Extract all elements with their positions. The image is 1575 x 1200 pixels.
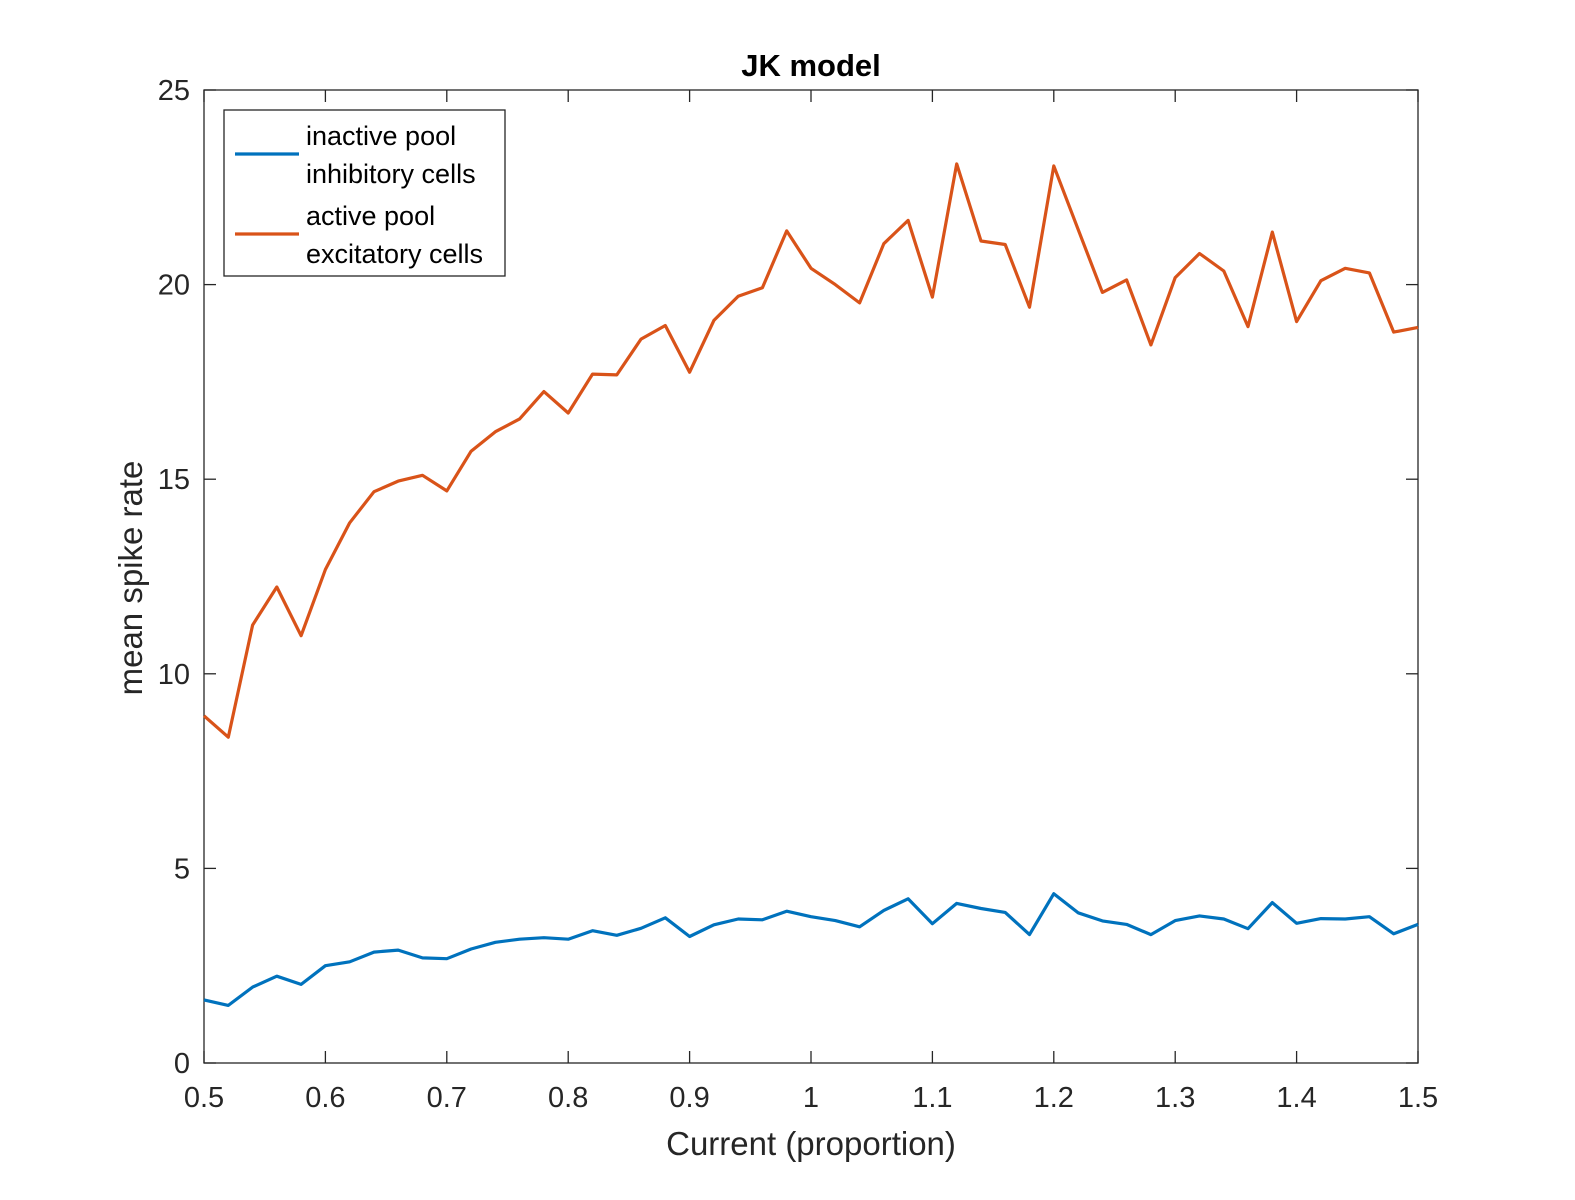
x-tick-label: 1.1 — [912, 1082, 952, 1114]
x-tick-label: 0.8 — [548, 1082, 588, 1114]
series-line-1 — [203, 892, 1419, 1008]
y-axis-label: mean spike rate — [112, 461, 149, 696]
x-tick-label: 1.4 — [1276, 1082, 1316, 1114]
legend-box — [223, 109, 506, 277]
y-tick-label: 0 — [174, 1048, 190, 1080]
x-tick-label: 1 — [803, 1082, 819, 1114]
y-tick-label: 25 — [158, 75, 190, 107]
x-tick-label: 1.3 — [1155, 1082, 1195, 1114]
legend-entry-2-line-2: excitatory cells — [306, 239, 483, 269]
y-tick-label: 15 — [158, 464, 190, 496]
x-tick-label: 1.2 — [1034, 1082, 1074, 1114]
series-line-2 — [202, 162, 1419, 739]
legend: inactive pool inhibitory cells active pool… — [223, 109, 506, 277]
x-tick-label: 1.5 — [1398, 1082, 1438, 1114]
legend-entry-2-line-1: active pool — [306, 201, 435, 231]
x-tick-label: 0.9 — [669, 1082, 709, 1114]
x-tick-label: 0.6 — [305, 1082, 345, 1114]
chart-title: JK model — [741, 48, 881, 83]
legend-entry-1-line-1: inactive pool — [306, 121, 456, 151]
y-tick-label: 20 — [158, 270, 190, 302]
plot-area — [202, 162, 1419, 1008]
y-tick-label: 5 — [174, 853, 190, 885]
x-tick-label: 0.7 — [427, 1082, 467, 1114]
y-tick-label: 10 — [158, 659, 190, 691]
x-axis-label: Current (proportion) — [666, 1125, 956, 1162]
legend-entry-1-line-2: inhibitory cells — [306, 159, 476, 189]
x-tick-label: 0.5 — [184, 1082, 224, 1114]
